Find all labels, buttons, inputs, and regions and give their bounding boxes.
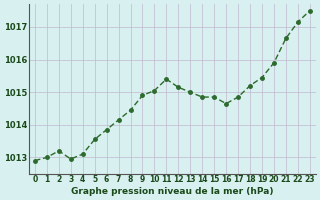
X-axis label: Graphe pression niveau de la mer (hPa): Graphe pression niveau de la mer (hPa) — [71, 187, 274, 196]
